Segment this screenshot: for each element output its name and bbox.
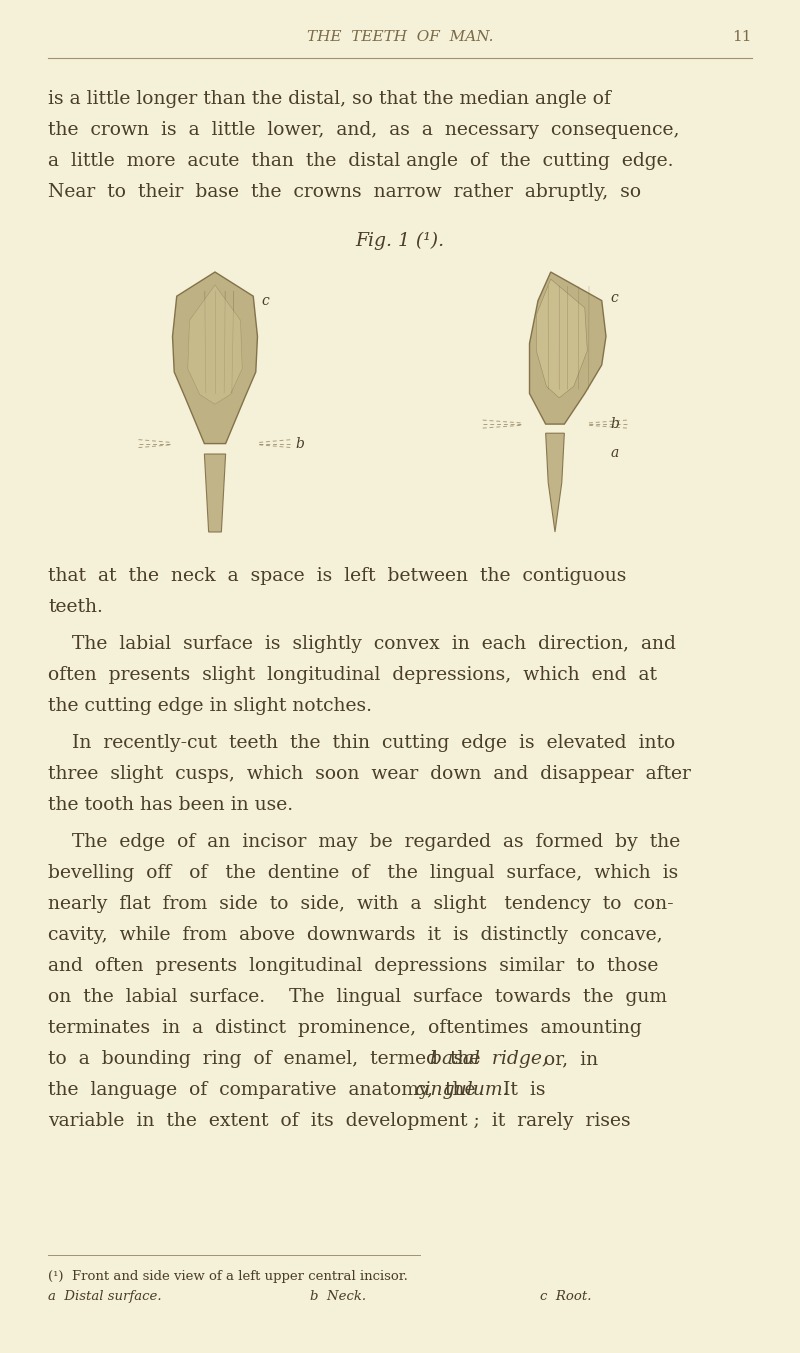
- Text: (¹)  Front and side view of a left upper central incisor.: (¹) Front and side view of a left upper …: [48, 1270, 408, 1283]
- Text: cingulum.: cingulum.: [414, 1081, 510, 1099]
- Polygon shape: [173, 272, 258, 444]
- Text: on  the  labial  surface.    The  lingual  surface  towards  the  gum: on the labial surface. The lingual surfa…: [48, 988, 667, 1007]
- Text: Near  to  their  base  the  crowns  narrow  rather  abruptly,  so: Near to their base the crowns narrow rat…: [48, 183, 641, 202]
- Text: b  Neck.: b Neck.: [310, 1289, 366, 1303]
- Text: that  at  the  neck  a  space  is  left  between  the  contiguous: that at the neck a space is left between…: [48, 567, 626, 584]
- Text: It  is: It is: [485, 1081, 546, 1099]
- Text: basal  ridge,: basal ridge,: [430, 1050, 548, 1068]
- Polygon shape: [530, 272, 606, 423]
- Text: bevelling  off   of   the  dentine  of   the  lingual  surface,  which  is: bevelling off of the dentine of the ling…: [48, 865, 678, 882]
- Text: the cutting edge in slight notches.: the cutting edge in slight notches.: [48, 697, 372, 714]
- Text: is a little longer than the distal, so that the median angle of: is a little longer than the distal, so t…: [48, 91, 611, 108]
- Text: 11: 11: [733, 30, 752, 45]
- Polygon shape: [536, 279, 587, 398]
- Text: c: c: [610, 291, 618, 304]
- Text: and  often  presents  longitudinal  depressions  similar  to  those: and often presents longitudinal depressi…: [48, 957, 658, 976]
- Text: teeth.: teeth.: [48, 598, 103, 616]
- Polygon shape: [188, 285, 242, 405]
- Text: b: b: [296, 437, 305, 451]
- Text: nearly  flat  from  side  to  side,  with  a  slight   tendency  to  con-: nearly flat from side to side, with a sl…: [48, 894, 674, 913]
- Polygon shape: [204, 455, 226, 532]
- Text: often  presents  slight  longitudinal  depressions,  which  end  at: often presents slight longitudinal depre…: [48, 666, 657, 685]
- Text: Fig. 1 (¹).: Fig. 1 (¹).: [355, 231, 445, 250]
- Text: The  labial  surface  is  slightly  convex  in  each  direction,  and: The labial surface is slightly convex in…: [48, 635, 676, 653]
- Text: c: c: [262, 294, 270, 308]
- Text: three  slight  cusps,  which  soon  wear  down  and  disappear  after: three slight cusps, which soon wear down…: [48, 764, 691, 783]
- Text: terminates  in  a  distinct  prominence,  oftentimes  amounting: terminates in a distinct prominence, oft…: [48, 1019, 642, 1036]
- Text: the  crown  is  a  little  lower,  and,  as  a  necessary  consequence,: the crown is a little lower, and, as a n…: [48, 120, 679, 139]
- Text: The  edge  of  an  incisor  may  be  regarded  as  formed  by  the: The edge of an incisor may be regarded a…: [48, 833, 680, 851]
- Text: b: b: [610, 417, 619, 432]
- Text: or,  in: or, in: [532, 1050, 598, 1068]
- Text: THE  TEETH  OF  MAN.: THE TEETH OF MAN.: [306, 30, 494, 45]
- Text: a  Distal surface.: a Distal surface.: [48, 1289, 162, 1303]
- Text: the tooth has been in use.: the tooth has been in use.: [48, 796, 293, 815]
- Polygon shape: [546, 433, 564, 532]
- Text: a  little  more  acute  than  the  distal angle  of  the  cutting  edge.: a little more acute than the distal angl…: [48, 152, 674, 170]
- Text: variable  in  the  extent  of  its  development ;  it  rarely  rises: variable in the extent of its developmen…: [48, 1112, 630, 1130]
- Text: In  recently-cut  teeth  the  thin  cutting  edge  is  elevated  into: In recently-cut teeth the thin cutting e…: [48, 733, 675, 752]
- Text: the  language  of  comparative  anatomy,  the: the language of comparative anatomy, the: [48, 1081, 487, 1099]
- Text: c  Root.: c Root.: [540, 1289, 591, 1303]
- Text: cavity,  while  from  above  downwards  it  is  distinctly  concave,: cavity, while from above downwards it is…: [48, 925, 662, 944]
- Text: a: a: [610, 446, 618, 460]
- Text: to  a  bounding  ring  of  enamel,  termed  the: to a bounding ring of enamel, termed the: [48, 1050, 493, 1068]
